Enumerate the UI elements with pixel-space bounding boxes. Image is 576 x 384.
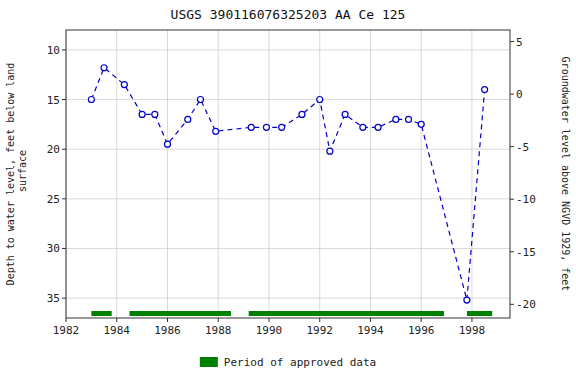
legend: Period of approved data bbox=[200, 356, 376, 369]
x-tick-label: 1992 bbox=[306, 324, 333, 337]
y-axis-label-line: surface bbox=[17, 150, 28, 198]
plot-frame bbox=[66, 30, 510, 318]
y2-tick bbox=[510, 251, 514, 252]
grid-line-y bbox=[66, 49, 510, 50]
x-tick-label: 1998 bbox=[459, 324, 486, 337]
series-point bbox=[164, 141, 170, 147]
series-point bbox=[482, 87, 488, 93]
grid-line-x bbox=[370, 30, 371, 318]
grid-line-y bbox=[66, 99, 510, 100]
x-tick-label: 1986 bbox=[154, 324, 181, 337]
x-tick bbox=[268, 318, 269, 322]
series-point bbox=[464, 297, 470, 303]
grid-line-y bbox=[66, 149, 510, 150]
series-point bbox=[393, 116, 399, 122]
y-tick bbox=[62, 198, 66, 199]
series-point bbox=[375, 124, 381, 130]
approved-period-bar bbox=[249, 311, 444, 316]
series-line bbox=[91, 68, 484, 300]
y2-tick bbox=[510, 41, 514, 42]
grid-line-x bbox=[421, 30, 422, 318]
marks bbox=[88, 65, 492, 316]
grid-line-y bbox=[66, 298, 510, 299]
series-point bbox=[342, 111, 348, 117]
y2-axis: 5 0 -5 -10 -15 -20 bbox=[510, 36, 536, 312]
y-tick-label: 25 bbox=[47, 193, 60, 206]
y-tick bbox=[62, 149, 66, 150]
x-tick-label: 1996 bbox=[408, 324, 435, 337]
y-tick bbox=[62, 49, 66, 50]
series-point bbox=[279, 124, 285, 130]
x-tick bbox=[471, 318, 472, 322]
y2-tick-label: -15 bbox=[516, 246, 536, 259]
y2-tick-label: -20 bbox=[516, 298, 536, 311]
grid-line-x bbox=[116, 30, 117, 318]
y-tick bbox=[62, 99, 66, 100]
grid-line-x bbox=[167, 30, 168, 318]
x-tick-label: 1990 bbox=[256, 324, 283, 337]
y2-axis-label: Groundwater level above NGVD 1929, feet bbox=[560, 57, 571, 292]
series-point bbox=[101, 65, 107, 71]
series-point bbox=[248, 124, 254, 130]
y2-tick-label: -10 bbox=[516, 193, 536, 206]
grid-line-x bbox=[471, 30, 472, 318]
x-tick bbox=[167, 318, 168, 322]
x-tick bbox=[421, 318, 422, 322]
grid-line-x bbox=[218, 30, 219, 318]
title: USGS 390116076325203 AA Ce 125 bbox=[171, 7, 406, 22]
series-point bbox=[299, 111, 305, 117]
x-tick bbox=[116, 318, 117, 322]
approved-period-bar bbox=[467, 311, 492, 316]
y2-tick-label: 0 bbox=[516, 88, 523, 101]
series-point bbox=[263, 124, 269, 130]
series-point bbox=[185, 116, 191, 122]
approved-period-bar bbox=[129, 311, 230, 316]
x-tick bbox=[218, 318, 219, 322]
y-tick-label: 30 bbox=[47, 242, 60, 255]
y2-tick bbox=[510, 199, 514, 200]
y-axis: 10 15 20 25 30 35 bbox=[47, 44, 66, 305]
series-point bbox=[152, 111, 158, 117]
x-tick bbox=[319, 318, 320, 322]
x-tick-label: 1984 bbox=[103, 324, 130, 337]
y-tick-label: 20 bbox=[47, 143, 60, 156]
x-tick bbox=[66, 318, 67, 322]
x-axis: 1982 1984 1986 1988 1990 1992 1994 1996 1998 bbox=[53, 318, 485, 337]
series-point bbox=[327, 148, 333, 154]
grid bbox=[66, 30, 510, 318]
y-tick-label: 35 bbox=[47, 292, 60, 305]
y-axis-label: Depth to water level, feet below land su… bbox=[5, 63, 28, 286]
y-tick-label: 15 bbox=[47, 94, 60, 107]
y-tick bbox=[62, 298, 66, 299]
y-tick bbox=[62, 248, 66, 249]
series-point bbox=[197, 97, 203, 103]
background bbox=[0, 0, 576, 384]
series-point bbox=[360, 124, 366, 130]
y-tick-label: 10 bbox=[47, 44, 60, 57]
approved-period-bar bbox=[91, 311, 111, 316]
grid-line-y bbox=[66, 198, 510, 199]
x-tick bbox=[370, 318, 371, 322]
x-tick-label: 1994 bbox=[357, 324, 384, 337]
y2-tick bbox=[510, 146, 514, 147]
grid-line-x bbox=[319, 30, 320, 318]
series-point bbox=[213, 128, 219, 134]
y-axis-label-line: Depth to water level, feet below land bbox=[5, 63, 16, 286]
grid-line-x bbox=[268, 30, 269, 318]
x-tick-label: 1982 bbox=[53, 324, 80, 337]
series-point bbox=[139, 111, 145, 117]
legend-swatch bbox=[200, 357, 218, 367]
legend-label: Period of approved data bbox=[224, 356, 376, 369]
y2-tick bbox=[510, 304, 514, 305]
grid-line-y bbox=[66, 248, 510, 249]
series-point bbox=[88, 97, 94, 103]
y2-tick-label: 5 bbox=[516, 36, 523, 49]
series-point bbox=[317, 97, 323, 103]
x-tick-label: 1988 bbox=[205, 324, 232, 337]
series-point bbox=[406, 116, 412, 122]
series-point bbox=[418, 121, 424, 127]
series-point bbox=[121, 82, 127, 88]
y2-tick bbox=[510, 94, 514, 95]
y2-tick-label: -5 bbox=[516, 141, 529, 154]
